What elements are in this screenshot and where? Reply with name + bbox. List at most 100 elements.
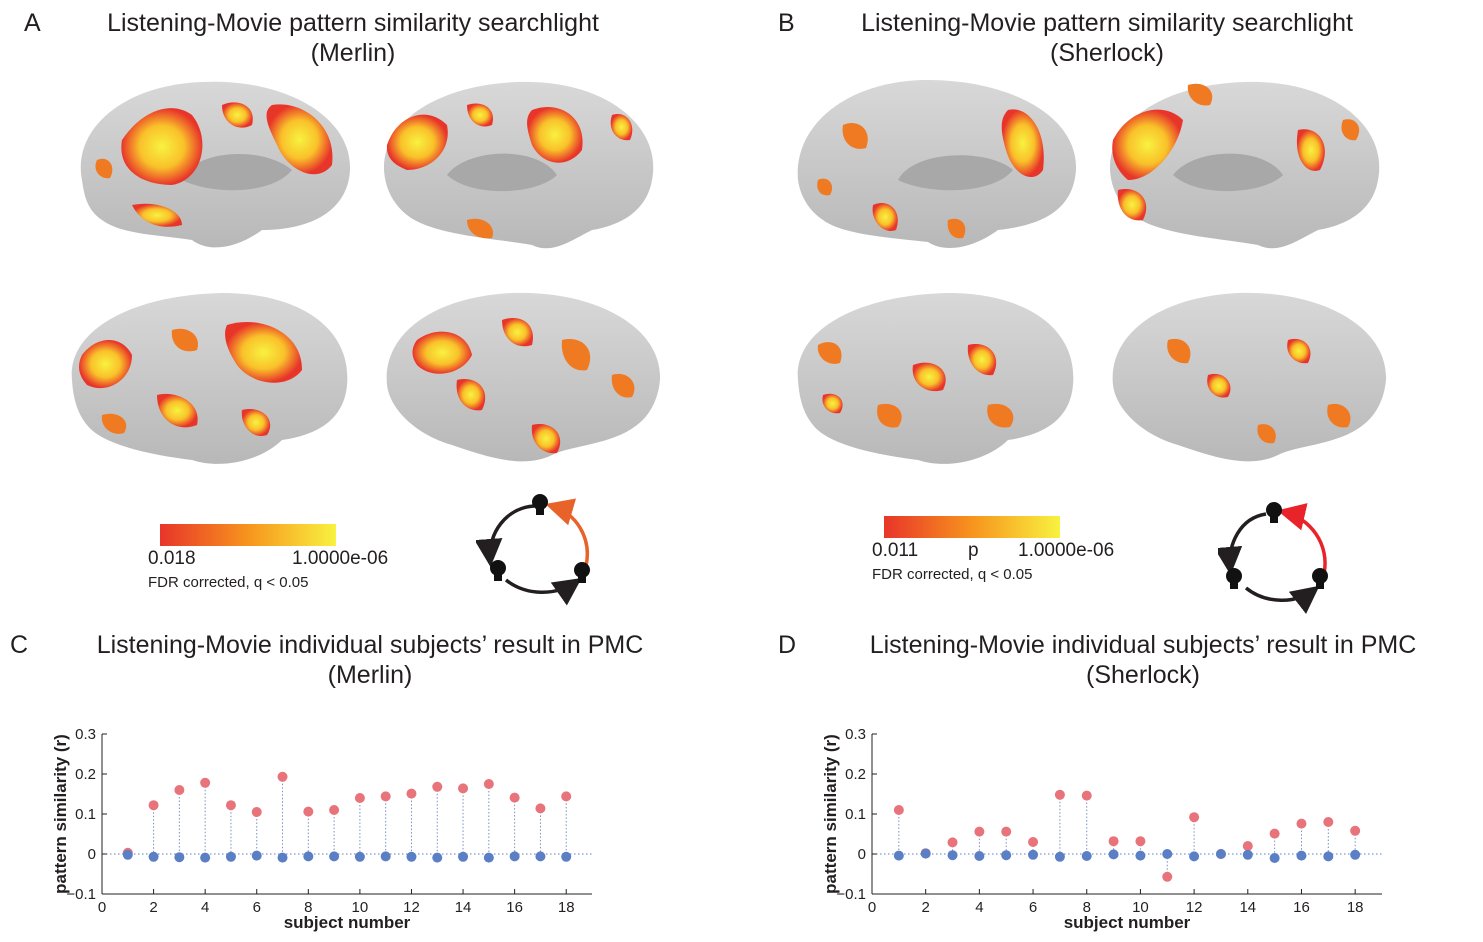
panel-c-title-line1: Listening-Movie individual subjects’ res… [96, 631, 644, 659]
listening-movie-point [535, 803, 546, 814]
baseline-point [1269, 853, 1280, 863]
x-tick-label: 10 [352, 899, 369, 916]
x-tick-label: 18 [1347, 899, 1364, 916]
baseline-point [251, 850, 262, 861]
x-tick-label: 18 [558, 899, 575, 916]
baseline-point [1323, 851, 1334, 862]
baseline-point [1296, 850, 1307, 861]
listening-movie-point [947, 837, 958, 848]
baseline-point [174, 852, 185, 863]
baseline-point [974, 851, 985, 861]
x-tick-label: 4 [201, 899, 209, 916]
cycle-b-arrow-left [1218, 512, 1267, 575]
baseline-point [1108, 849, 1119, 860]
listening-movie-point [483, 779, 494, 789]
colorbar-a-max-label: 1.0000e-06 [292, 548, 389, 569]
baseline-point [483, 852, 494, 863]
listening-movie-point [1296, 818, 1307, 829]
panel-d-letter: D [778, 631, 797, 659]
listening-movie-point [893, 805, 904, 815]
baseline-point [1081, 851, 1092, 861]
brain-a-right-medial [383, 81, 654, 249]
listening-movie-point [148, 800, 159, 811]
panel-d-title-line2: (Sherlock) [1086, 661, 1200, 689]
baseline-point [406, 851, 417, 862]
baseline-point [225, 851, 236, 862]
head-icon-right [574, 562, 590, 583]
listening-movie-point [1323, 817, 1334, 827]
brain-a-left-medial [80, 81, 351, 248]
baseline-point [947, 850, 958, 861]
listening-movie-point [1135, 836, 1146, 847]
listening-movie-point [458, 783, 469, 794]
baseline-point [1242, 849, 1253, 860]
x-axis-label: subject number [1064, 913, 1191, 932]
x-tick-label: 12 [1186, 899, 1203, 916]
brain-a-right-lateral [386, 292, 661, 462]
baseline-point [561, 851, 572, 862]
listening-movie-point [406, 788, 417, 799]
listening-movie-point [1350, 825, 1361, 836]
y-tick-label: 0.2 [75, 766, 96, 783]
baseline-point [893, 850, 904, 861]
cycle-a-arrow-right-highlight [545, 498, 589, 567]
baseline-point [1162, 849, 1173, 859]
panel-a-title: A Listening-Movie pattern similarity sea… [24, 8, 644, 68]
panel-b-title-line2: (Sherlock) [1050, 39, 1164, 67]
x-tick-label: 16 [1293, 899, 1310, 916]
listening-movie-point [1108, 836, 1119, 847]
panel-d-title-line1: Listening-Movie individual subjects’ res… [869, 631, 1417, 659]
panel-d-title: D Listening-Movie individual subjects’ r… [778, 630, 1478, 690]
listening-movie-point [225, 800, 236, 811]
listening-movie-point [509, 792, 520, 803]
colorbar-a-gradient [160, 524, 336, 546]
baseline-point [1135, 850, 1146, 861]
x-tick-label: 16 [506, 899, 523, 916]
baseline-point [1054, 851, 1065, 862]
listening-movie-point [303, 806, 314, 817]
x-tick-label: 2 [922, 899, 930, 916]
cycle-diagram-a [476, 494, 590, 606]
listening-movie-point [277, 771, 288, 782]
cycle-b-arrow-bottom [1244, 585, 1320, 614]
y-axis-label: pattern similarity (r) [51, 734, 70, 894]
cycle-a-arrow-bottom [504, 577, 582, 606]
baseline-point [1189, 851, 1200, 862]
x-tick-label: 10 [1132, 899, 1149, 916]
listening-movie-point [200, 777, 211, 788]
x-tick-label: 6 [253, 899, 261, 916]
panel-b-title-line1: Listening-Movie pattern similarity searc… [861, 9, 1353, 37]
listening-movie-point [974, 826, 985, 837]
panel-c-letter: C [10, 631, 29, 659]
baseline-point [329, 851, 340, 862]
x-tick-label: 8 [1083, 899, 1091, 916]
colorbar-a [160, 524, 336, 546]
panel-a-letter: A [24, 9, 41, 37]
colorbar-b-min-label: 0.011 [872, 540, 919, 561]
colorbar-b-mid-label: p [968, 540, 979, 561]
listening-movie-point [1028, 837, 1039, 847]
baseline-point [1028, 849, 1039, 860]
y-tick-label: 0.3 [75, 726, 96, 743]
baseline-point [354, 851, 365, 862]
x-tick-label: 8 [304, 899, 312, 916]
listening-movie-point [1269, 828, 1280, 839]
colorbar-a-note: FDR corrected, q < 0.05 [148, 574, 309, 591]
y-tick-label: 0.3 [845, 726, 866, 743]
panel-c-title: C Listening-Movie individual subjects’ r… [10, 630, 700, 690]
colorbar-a-min-label: 0.018 [148, 548, 196, 569]
cycle-a-arrow-left [476, 504, 535, 567]
y-tick-label: 0.1 [845, 806, 866, 823]
baseline-point [535, 851, 546, 862]
x-tick-label: 6 [1029, 899, 1037, 916]
head-icon-right [1312, 568, 1328, 589]
brain-b-left-medial [797, 80, 1077, 249]
x-tick-label: 0 [98, 899, 106, 916]
colorbar-b-gradient [884, 516, 1060, 538]
head-icon-top [532, 494, 548, 515]
listening-movie-point [1081, 790, 1092, 801]
y-tick-label: 0.1 [75, 806, 96, 823]
baseline-point [122, 849, 133, 860]
